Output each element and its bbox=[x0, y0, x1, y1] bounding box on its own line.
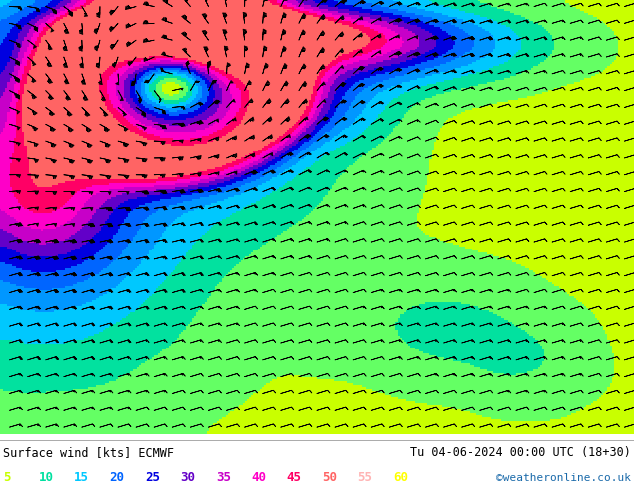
Text: 60: 60 bbox=[393, 471, 408, 484]
Text: 45: 45 bbox=[287, 471, 302, 484]
Text: Tu 04-06-2024 00:00 UTC (18+30): Tu 04-06-2024 00:00 UTC (18+30) bbox=[410, 446, 631, 459]
Text: 40: 40 bbox=[251, 471, 266, 484]
Text: 25: 25 bbox=[145, 471, 160, 484]
Text: 10: 10 bbox=[39, 471, 54, 484]
Text: 20: 20 bbox=[110, 471, 124, 484]
Text: 35: 35 bbox=[216, 471, 231, 484]
Text: 15: 15 bbox=[74, 471, 89, 484]
Text: 5: 5 bbox=[3, 471, 11, 484]
Text: 30: 30 bbox=[181, 471, 195, 484]
Text: 50: 50 bbox=[322, 471, 337, 484]
Text: Surface wind [kts] ECMWF: Surface wind [kts] ECMWF bbox=[3, 446, 174, 459]
Text: 55: 55 bbox=[358, 471, 373, 484]
Text: ©weatheronline.co.uk: ©weatheronline.co.uk bbox=[496, 472, 631, 483]
